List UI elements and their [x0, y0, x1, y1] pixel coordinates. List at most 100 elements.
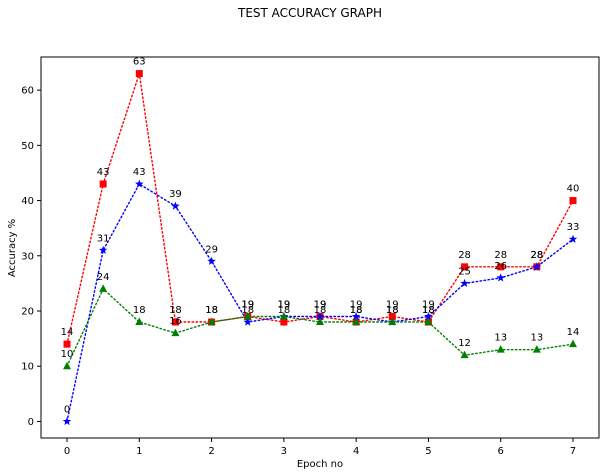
- x-tick-label: 3: [281, 446, 287, 457]
- data-label: 19: [241, 300, 254, 311]
- data-label: 39: [169, 189, 182, 200]
- data-label: 63: [133, 57, 146, 68]
- data-label: 14: [61, 327, 74, 338]
- star-marker: [135, 179, 144, 188]
- data-label: 43: [97, 167, 110, 178]
- star-marker: [351, 312, 361, 321]
- y-tick-label: 50: [21, 141, 34, 152]
- data-label: 14: [567, 327, 580, 338]
- data-label: 33: [567, 222, 580, 233]
- data-label: 18: [133, 305, 146, 316]
- star-marker: [315, 312, 325, 321]
- triangle-marker: [496, 345, 505, 353]
- star-marker: [207, 256, 216, 265]
- triangle-marker: [171, 328, 180, 337]
- x-tick-label: 2: [208, 446, 214, 457]
- data-label: 28: [494, 250, 507, 261]
- data-label: 19: [314, 300, 327, 311]
- axis-ticks: 0 1 2 3 4 5 6 7 0 10 20 30 40 50 60: [21, 86, 576, 457]
- square-marker: [171, 318, 179, 326]
- x-tick-label: 5: [425, 446, 431, 457]
- data-label: 18: [350, 305, 363, 316]
- data-label: 19: [350, 300, 363, 311]
- data-label: 18: [277, 305, 290, 316]
- data-label: 16: [169, 316, 182, 327]
- star-marker: [62, 416, 72, 426]
- data-label: 18: [350, 305, 363, 316]
- triangle-marker: [532, 345, 541, 353]
- data-label: 18: [314, 305, 327, 316]
- data-label: 28: [458, 250, 471, 261]
- star-marker: [98, 245, 108, 254]
- data-label: 18: [386, 305, 399, 316]
- square-marker: [497, 263, 505, 271]
- data-label: 19: [422, 300, 435, 311]
- data-label: 18: [386, 305, 399, 316]
- square-marker: [135, 70, 143, 78]
- triangle-marker: [243, 312, 252, 320]
- square-marker: [461, 263, 469, 271]
- data-label: 26: [494, 261, 507, 272]
- y-tick-label: 20: [21, 307, 34, 318]
- data-label: 19: [277, 300, 290, 311]
- data-label: 43: [133, 167, 146, 178]
- triangle-marker: [63, 361, 72, 370]
- x-tick-label: 1: [136, 446, 142, 457]
- y-axis-label: Accuracy %: [7, 219, 18, 277]
- x-tick-label: 0: [64, 446, 70, 457]
- triangle-marker: [316, 317, 324, 326]
- data-label: 18: [241, 305, 254, 316]
- x-axis-label: Epoch no: [297, 459, 343, 470]
- data-label: 18: [169, 305, 182, 316]
- star-marker: [243, 317, 252, 326]
- y-tick-label: 30: [21, 251, 34, 262]
- triangle-marker: [135, 317, 144, 326]
- star-marker: [568, 234, 578, 243]
- star-marker: [496, 273, 505, 282]
- data-label: 13: [494, 333, 507, 344]
- square-marker: [63, 340, 71, 348]
- data-label: 28: [530, 250, 543, 261]
- data-label: 19: [314, 300, 327, 311]
- data-label: 18: [422, 305, 435, 316]
- chart-title: TEST ACCURACY GRAPH: [237, 6, 382, 20]
- square-marker: [569, 197, 577, 205]
- data-label: 18: [422, 305, 435, 316]
- square-marker: [280, 318, 288, 326]
- star-marker: [424, 312, 433, 321]
- data-label: 28: [530, 250, 543, 261]
- x-tick-label: 4: [353, 446, 359, 457]
- triangle-marker: [207, 317, 216, 326]
- x-tick-label: 7: [570, 446, 576, 457]
- data-label: 19: [241, 300, 254, 311]
- square-marker: [388, 313, 396, 321]
- data-label: 10: [61, 349, 74, 360]
- data-label: 19: [386, 300, 399, 311]
- triangle-marker: [460, 350, 469, 359]
- square-marker: [99, 180, 107, 188]
- y-tick-label: 10: [21, 362, 34, 373]
- data-label: 25: [458, 266, 471, 277]
- triangle-marker: [424, 317, 433, 326]
- axes-frame: [40, 56, 600, 439]
- y-tick-label: 40: [21, 196, 34, 207]
- data-label: 40: [567, 184, 580, 195]
- star-marker: [171, 201, 180, 210]
- data-label: 0: [64, 404, 70, 415]
- triangle-marker: [388, 317, 397, 326]
- y-tick-label: 0: [28, 417, 34, 428]
- data-label: 31: [97, 233, 110, 244]
- triangle-marker: [568, 339, 577, 348]
- y-tick-label: 60: [21, 86, 34, 97]
- triangle-marker: [99, 284, 108, 292]
- star-marker: [460, 278, 469, 287]
- triangle-marker: [352, 317, 361, 326]
- data-label: 18: [205, 305, 218, 316]
- x-tick-label: 6: [498, 446, 504, 457]
